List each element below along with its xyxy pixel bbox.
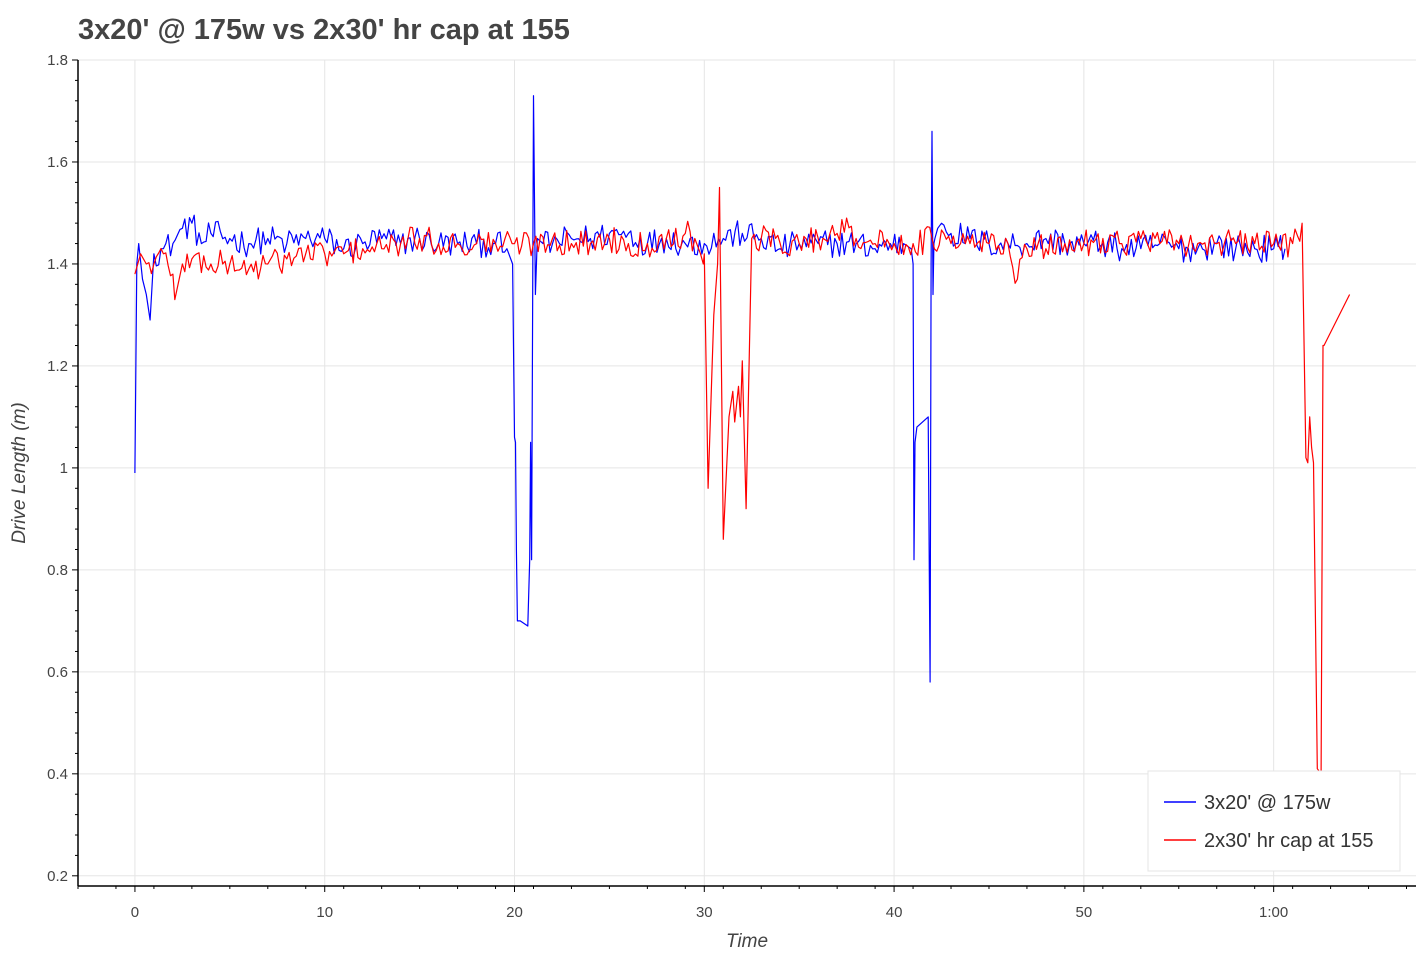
y-tick-label: 1.6 bbox=[47, 154, 68, 171]
y-tick-label: 1.4 bbox=[47, 256, 68, 273]
gridlines bbox=[78, 59, 1416, 886]
axes: 0.2 0.4 0.6 0.8 1 1.2 1.4 1.6 1.8 0 10 20 30 40 50 1:00 bbox=[47, 52, 1416, 921]
legend-label-1: 3x20' @ 175w bbox=[1204, 792, 1331, 814]
y-tick-label: 0.2 bbox=[47, 868, 68, 885]
x-tick-label: 1:00 bbox=[1259, 904, 1288, 921]
y-tick-label: 0.4 bbox=[47, 766, 68, 783]
x-axis-label: Time bbox=[726, 931, 768, 952]
series-line-2 bbox=[134, 186, 1351, 775]
y-tick-label: 0.6 bbox=[47, 664, 68, 681]
y-tick-label: 1 bbox=[60, 460, 68, 477]
y-tick-label: 1.2 bbox=[47, 358, 68, 375]
x-tick-label: 40 bbox=[886, 904, 903, 921]
legend-box bbox=[1147, 770, 1401, 872]
y-tick-label: 0.8 bbox=[47, 562, 68, 579]
x-tick-label: 30 bbox=[696, 904, 713, 921]
y-axis-label: Drive Length (m) bbox=[9, 402, 30, 544]
x-tick-label: 20 bbox=[506, 904, 523, 921]
x-tick-label: 10 bbox=[316, 904, 333, 921]
plot-area bbox=[134, 95, 1351, 775]
x-tick-label: 0 bbox=[131, 904, 139, 921]
x-tick-label: 50 bbox=[1076, 904, 1093, 921]
legend-label-2: 2x30' hr cap at 155 bbox=[1204, 830, 1374, 852]
y-tick-label: 1.8 bbox=[47, 52, 68, 69]
chart-title: 3x20' @ 175w vs 2x30' hr cap at 155 bbox=[78, 14, 570, 46]
series-line-1 bbox=[134, 95, 1286, 683]
legend: 3x20' @ 175w 2x30' hr cap at 155 bbox=[1147, 770, 1401, 872]
